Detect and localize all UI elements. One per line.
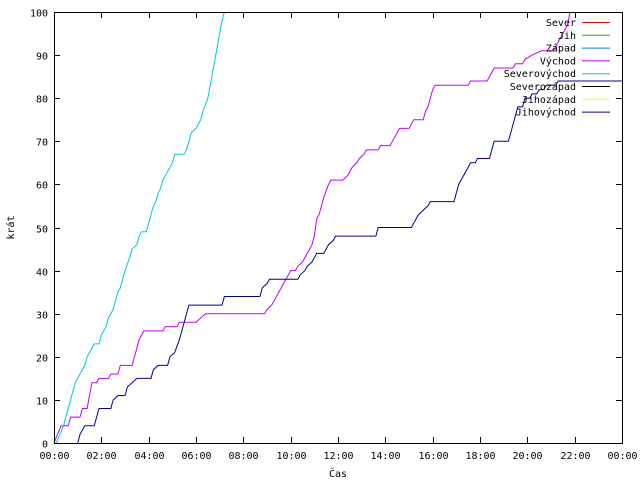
legend-label: Severozápad xyxy=(510,81,576,93)
x-tick-label: 12:00 xyxy=(323,451,353,462)
y-tick-label: 30 xyxy=(36,311,48,322)
x-axis-label: Čas xyxy=(329,467,347,480)
x-tick-label: 08:00 xyxy=(228,451,258,462)
y-tick-label: 20 xyxy=(36,354,48,365)
y-tick-label: 60 xyxy=(36,181,48,192)
y-axis-label: krát xyxy=(5,215,17,239)
x-tick-label: 16:00 xyxy=(418,451,448,462)
x-tick-label: 00:00 xyxy=(607,451,637,462)
legend-label: Východ xyxy=(540,55,576,67)
x-tick-label: 04:00 xyxy=(134,451,164,462)
y-tick-label: 100 xyxy=(30,9,48,20)
x-tick-label: 18:00 xyxy=(465,451,495,462)
series-line-8 xyxy=(77,80,622,444)
x-tick-label: 10:00 xyxy=(276,451,306,462)
y-tick-label: 80 xyxy=(36,95,48,106)
series-line-4 xyxy=(53,11,571,444)
legend: Sever JihZápadVýchodSeverovýchodSeverozáp… xyxy=(504,18,610,119)
y-tick-label: 50 xyxy=(36,225,48,236)
x-tick-label: 00:00 xyxy=(39,451,69,462)
y-tick-label: 90 xyxy=(36,52,48,63)
series-line-5 xyxy=(55,11,225,444)
y-tick-label: 40 xyxy=(36,268,48,279)
y-tick-label: 10 xyxy=(36,397,48,408)
legend-label: Jihovýchod xyxy=(516,107,576,119)
y-tick-label: 0 xyxy=(42,440,48,451)
x-tick-label: 06:00 xyxy=(181,451,211,462)
legend-label: Sever xyxy=(546,18,576,29)
x-tick-label: 02:00 xyxy=(86,451,116,462)
x-tick-label: 14:00 xyxy=(370,451,400,462)
series-layer xyxy=(53,11,622,444)
y-axis-ticks: 0 10 20 30 40 50 60 70 80 90 100 xyxy=(30,9,622,451)
legend-label: Západ xyxy=(546,43,576,55)
legend-label: Severovýchod xyxy=(504,68,576,80)
x-tick-label: 20:00 xyxy=(512,451,542,462)
y-tick-label: 70 xyxy=(36,138,48,149)
x-tick-label: 22:00 xyxy=(560,451,590,462)
legend-label: Jih xyxy=(558,31,576,42)
legend-label: Jihozápad xyxy=(522,94,576,106)
x-axis-ticks: 00:00 02:00 04:00 06:00 08:00 10:00 12:00 14:00… xyxy=(39,12,638,462)
